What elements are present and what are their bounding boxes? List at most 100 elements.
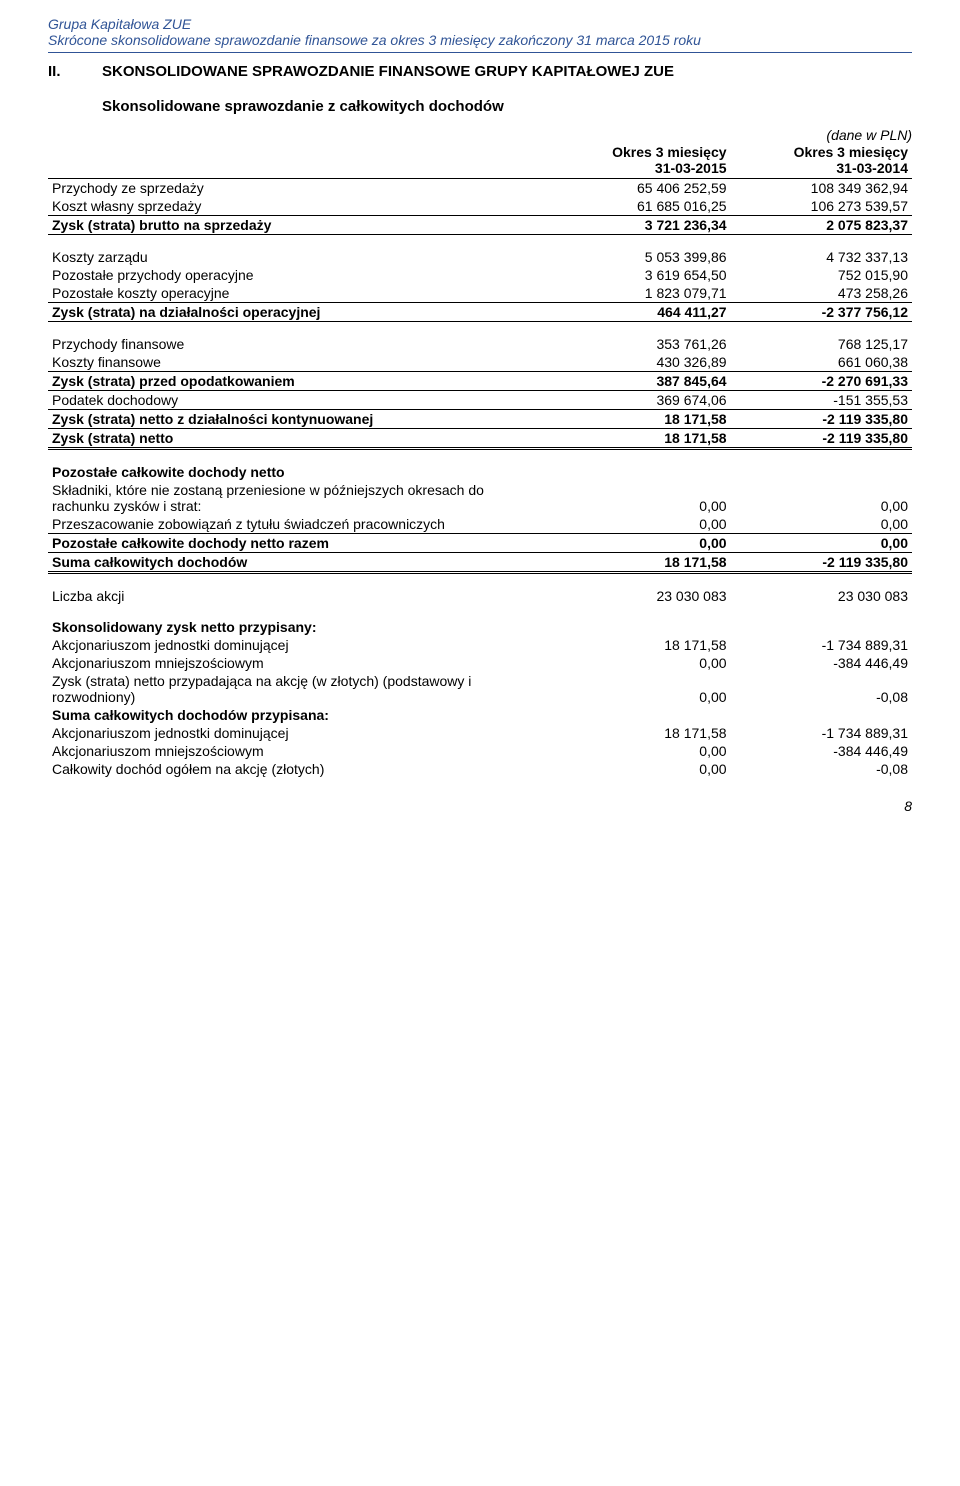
row-value-1: 1 823 079,71: [549, 284, 730, 303]
header-period-2-line2: 31-03-2014: [735, 160, 908, 176]
page-header: Grupa Kapitałowa ZUE Skrócone skonsolido…: [48, 16, 912, 48]
row-value-2: 768 125,17: [731, 322, 912, 354]
row-value-1: 65 406 252,59: [549, 179, 730, 198]
table-row: Suma całkowitych dochodów przypisana:: [48, 706, 912, 724]
table-row: Przychody ze sprzedaży65 406 252,59108 3…: [48, 179, 912, 198]
header-blank: [48, 143, 549, 179]
row-value-1: 369 674,06: [549, 391, 730, 410]
row-value-2: -1 734 889,31: [731, 724, 912, 742]
row-label: Koszty finansowe: [48, 353, 549, 372]
row-value-2: -2 119 335,80: [731, 429, 912, 449]
row-value-1: 3 619 654,50: [549, 266, 730, 284]
row-value-1: 3 721 236,34: [549, 216, 730, 235]
row-label: Koszty zarządu: [48, 235, 549, 267]
row-value-1: 0,00: [549, 534, 730, 553]
row-value-2: -384 446,49: [731, 742, 912, 760]
table-row: Skonsolidowany zysk netto przypisany:: [48, 605, 912, 636]
row-label: Koszt własny sprzedaży: [48, 197, 549, 216]
row-value-1: 0,00: [549, 760, 730, 778]
row-label: Zysk (strata) netto: [48, 429, 549, 449]
table-row: Przeszacowanie zobowiązań z tytułu świad…: [48, 515, 912, 534]
row-label: Suma całkowitych dochodów przypisana:: [48, 706, 549, 724]
row-value-2: 0,00: [731, 481, 912, 515]
row-value-1: 23 030 083: [549, 573, 730, 606]
row-label: Pozostałe przychody operacyjne: [48, 266, 549, 284]
row-label: Zysk (strata) brutto na sprzedaży: [48, 216, 549, 235]
header-period-2-line1: Okres 3 miesięcy: [735, 144, 908, 160]
row-label: Akcjonariuszom mniejszościowym: [48, 654, 549, 672]
table-row: Zysk (strata) na działalności operacyjne…: [48, 303, 912, 322]
header-period-1-line1: Okres 3 miesięcy: [553, 144, 726, 160]
table-header-row: Okres 3 miesięcy 31-03-2015 Okres 3 mies…: [48, 143, 912, 179]
row-value-2: 0,00: [731, 515, 912, 534]
row-value-1: 464 411,27: [549, 303, 730, 322]
row-label: Przychody ze sprzedaży: [48, 179, 549, 198]
row-value-2: [731, 706, 912, 724]
header-period-1: Okres 3 miesięcy 31-03-2015: [549, 143, 730, 179]
row-label: Akcjonariuszom jednostki dominującej: [48, 724, 549, 742]
row-value-1: 18 171,58: [549, 553, 730, 573]
currency-note: (dane w PLN): [48, 127, 912, 143]
page-number: 8: [48, 798, 912, 814]
row-value-2: 23 030 083: [731, 573, 912, 606]
row-label: Przychody finansowe: [48, 322, 549, 354]
row-label: Zysk (strata) netto przypadająca na akcj…: [48, 672, 549, 706]
row-value-1: 18 171,58: [549, 724, 730, 742]
table-row: Akcjonariuszom jednostki dominującej18 1…: [48, 724, 912, 742]
row-label: Akcjonariuszom mniejszościowym: [48, 742, 549, 760]
row-value-2: -0,08: [731, 760, 912, 778]
row-value-1: 387 845,64: [549, 372, 730, 391]
table-row: Suma całkowitych dochodów18 171,58-2 119…: [48, 553, 912, 573]
section-heading: II. SKONSOLIDOWANE SPRAWOZDANIE FINANSOW…: [48, 63, 912, 80]
row-value-2: -151 355,53: [731, 391, 912, 410]
table-row: Składniki, które nie zostaną przeniesion…: [48, 481, 912, 515]
row-value-2: 661 060,38: [731, 353, 912, 372]
table-row: Koszty finansowe430 326,89661 060,38: [48, 353, 912, 372]
row-value-2: 2 075 823,37: [731, 216, 912, 235]
table-row: Akcjonariuszom jednostki dominującej18 1…: [48, 636, 912, 654]
row-value-2: -2 270 691,33: [731, 372, 912, 391]
row-value-2: -2 377 756,12: [731, 303, 912, 322]
row-value-1: 430 326,89: [549, 353, 730, 372]
row-value-1: 0,00: [549, 672, 730, 706]
table-row: Akcjonariuszom mniejszościowym0,00-384 4…: [48, 654, 912, 672]
income-statement-table: Okres 3 miesięcy 31-03-2015 Okres 3 mies…: [48, 143, 912, 778]
row-value-1: 0,00: [549, 742, 730, 760]
header-rule: [48, 52, 912, 53]
row-label: Pozostałe całkowite dochody netto razem: [48, 534, 549, 553]
row-value-1: 18 171,58: [549, 410, 730, 429]
row-value-2: [731, 605, 912, 636]
table-row: Pozostałe koszty operacyjne1 823 079,714…: [48, 284, 912, 303]
table-row: Przychody finansowe353 761,26768 125,17: [48, 322, 912, 354]
table-row: Koszty zarządu5 053 399,864 732 337,13: [48, 235, 912, 267]
table-row: Liczba akcji23 030 08323 030 083: [48, 573, 912, 606]
row-value-2: -2 119 335,80: [731, 410, 912, 429]
subsection-title: Skonsolidowane sprawozdanie z całkowityc…: [102, 98, 912, 115]
row-value-2: [731, 449, 912, 482]
row-label: Skonsolidowany zysk netto przypisany:: [48, 605, 549, 636]
table-row: Koszt własny sprzedaży61 685 016,25106 2…: [48, 197, 912, 216]
table-row: Zysk (strata) netto przypadająca na akcj…: [48, 672, 912, 706]
table-row: Pozostałe całkowite dochody netto razem0…: [48, 534, 912, 553]
row-value-1: 0,00: [549, 481, 730, 515]
table-row: Podatek dochodowy369 674,06-151 355,53: [48, 391, 912, 410]
row-label: Akcjonariuszom jednostki dominującej: [48, 636, 549, 654]
header-company: Grupa Kapitałowa ZUE: [48, 16, 912, 32]
row-value-1: [549, 449, 730, 482]
row-value-1: 353 761,26: [549, 322, 730, 354]
row-value-2: 4 732 337,13: [731, 235, 912, 267]
row-value-1: [549, 605, 730, 636]
row-label: Całkowity dochód ogółem na akcję (złotyc…: [48, 760, 549, 778]
row-label: Przeszacowanie zobowiązań z tytułu świad…: [48, 515, 549, 534]
row-value-2: -1 734 889,31: [731, 636, 912, 654]
row-label: Suma całkowitych dochodów: [48, 553, 549, 573]
row-value-1: 18 171,58: [549, 636, 730, 654]
header-period-1-line2: 31-03-2015: [553, 160, 726, 176]
table-row: Zysk (strata) brutto na sprzedaży3 721 2…: [48, 216, 912, 235]
row-value-1: 5 053 399,86: [549, 235, 730, 267]
table-row: Akcjonariuszom mniejszościowym0,00-384 4…: [48, 742, 912, 760]
row-value-1: 0,00: [549, 654, 730, 672]
row-value-2: -384 446,49: [731, 654, 912, 672]
table-row: Zysk (strata) netto z działalności konty…: [48, 410, 912, 429]
row-value-2: 0,00: [731, 534, 912, 553]
